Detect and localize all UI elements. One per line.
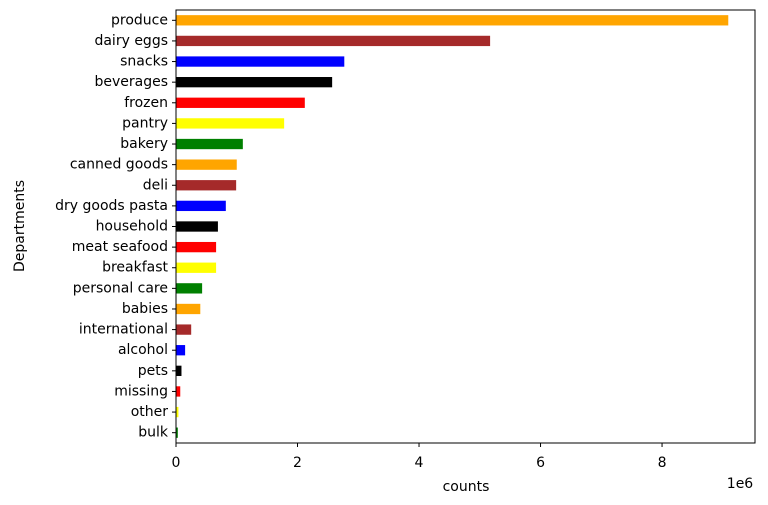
y-tick-label: pantry bbox=[122, 115, 168, 131]
y-tick-label: dry goods pasta bbox=[55, 198, 168, 214]
y-tick-label: bakery bbox=[120, 136, 168, 152]
x-tick-label: 2 bbox=[293, 455, 302, 471]
bar bbox=[176, 386, 181, 397]
bar bbox=[176, 241, 217, 253]
bar bbox=[176, 56, 345, 67]
y-tick-label: produce bbox=[111, 12, 168, 28]
bar bbox=[176, 138, 243, 150]
y-tick-label: personal care bbox=[73, 280, 168, 296]
x-offset-label: 1e6 bbox=[727, 476, 754, 492]
y-tick-label: household bbox=[96, 219, 168, 235]
bar bbox=[176, 324, 192, 335]
bar bbox=[176, 345, 186, 356]
bar bbox=[176, 221, 218, 232]
y-tick-label: missing bbox=[114, 383, 168, 399]
bar bbox=[176, 180, 237, 191]
y-tick-label: alcohol bbox=[118, 342, 168, 358]
x-tick-label: 4 bbox=[415, 455, 424, 471]
y-tick-label: snacks bbox=[120, 54, 168, 70]
bar bbox=[176, 283, 203, 294]
y-tick-label: beverages bbox=[94, 74, 168, 90]
bar bbox=[176, 118, 285, 129]
x-axis-label: counts bbox=[443, 479, 490, 495]
y-tick-label: deli bbox=[143, 177, 168, 193]
y-axis-label: Departments bbox=[12, 180, 28, 272]
y-tick-label: meat seafood bbox=[72, 239, 168, 255]
bar bbox=[176, 15, 729, 26]
y-tick-label: pets bbox=[138, 363, 168, 379]
bar bbox=[176, 303, 201, 315]
bar bbox=[176, 35, 491, 47]
y-tick-label: frozen bbox=[124, 95, 168, 111]
y-tick-label: bulk bbox=[138, 425, 169, 441]
y-tick-label: dairy eggs bbox=[94, 33, 168, 49]
x-tick-label: 0 bbox=[172, 455, 181, 471]
bar bbox=[176, 77, 333, 88]
y-tick-label: international bbox=[79, 322, 168, 338]
bar bbox=[176, 427, 178, 438]
plot-frame bbox=[175, 9, 756, 444]
bar bbox=[176, 97, 305, 108]
bar bbox=[176, 406, 179, 418]
bar bbox=[176, 365, 182, 376]
y-tick-label: breakfast bbox=[102, 260, 168, 276]
bar bbox=[176, 262, 217, 273]
y-tick-label: canned goods bbox=[70, 157, 168, 173]
bar bbox=[176, 200, 226, 212]
bar bbox=[176, 159, 237, 170]
x-tick-label: 8 bbox=[658, 455, 667, 471]
y-tick-label: babies bbox=[122, 301, 168, 317]
y-tick-label: other bbox=[131, 404, 169, 420]
x-tick-label: 6 bbox=[536, 455, 545, 471]
